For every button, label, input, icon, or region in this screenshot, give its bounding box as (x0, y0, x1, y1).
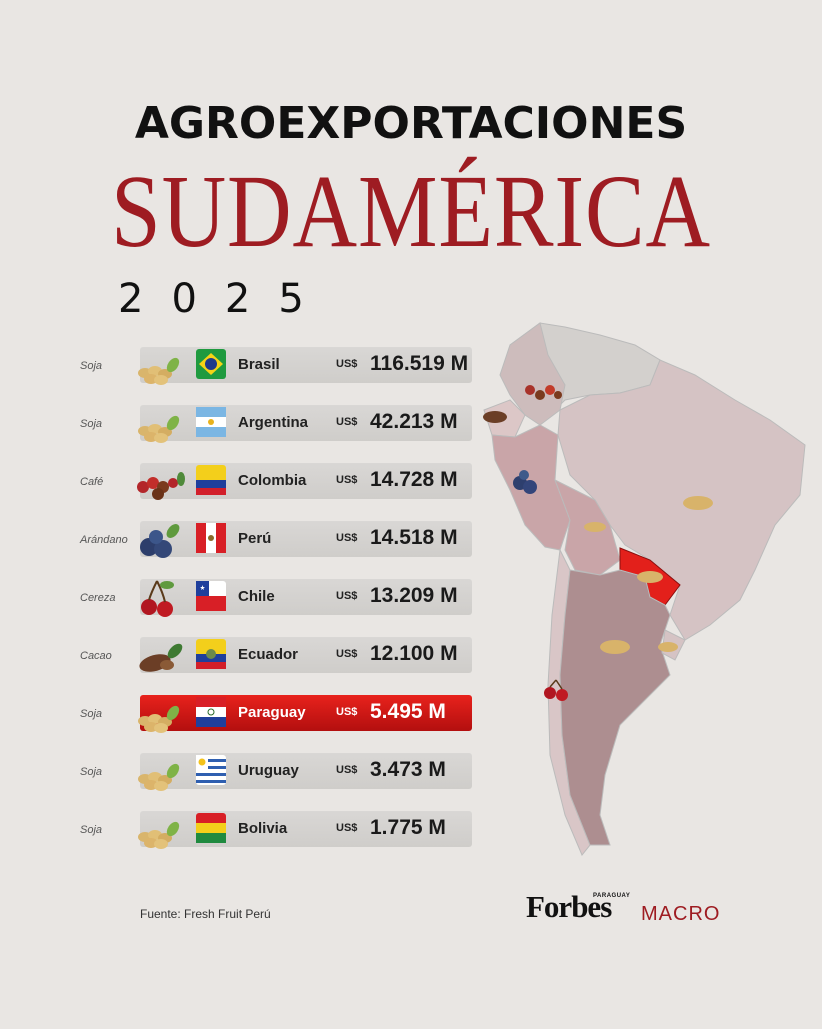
value-label: 5.495 M (370, 700, 446, 723)
value-label: 13.209 M (370, 584, 458, 607)
source-note: Fuente: Fresh Fruit Perú (140, 907, 271, 921)
value-label: 116.519 M (370, 352, 469, 375)
south-america-map (483, 322, 806, 856)
map-colombia (499, 322, 566, 426)
product-label: Café (80, 476, 104, 488)
product-label: Arándano (80, 534, 128, 546)
map-marker-soy-bolivia (584, 522, 606, 532)
currency-label: US$ (336, 358, 358, 370)
country-label: Argentina (238, 414, 309, 431)
bar (140, 463, 472, 499)
map-marker-cacao (483, 411, 507, 423)
currency-label: US$ (336, 590, 358, 602)
bar (140, 521, 472, 557)
country-label: Perú (238, 530, 272, 547)
bar (140, 579, 472, 615)
value-label: 14.728 M (370, 468, 458, 491)
currency-label: US$ (336, 822, 358, 834)
bar (140, 347, 472, 383)
flag-icon (196, 349, 226, 379)
title-year: 2025 (118, 276, 332, 322)
soybean-icon (138, 763, 180, 791)
country-label: Uruguay (238, 762, 299, 779)
bar-row: Soja Bolivia US$ 1.775 M (0, 811, 480, 849)
blueberry-icon (140, 524, 180, 558)
currency-label: US$ (336, 706, 358, 718)
flag-icon (196, 581, 226, 611)
map-marker-coffee (525, 385, 562, 400)
cherry-icon (141, 580, 174, 617)
map-marker-soy-uruguay (658, 642, 678, 652)
map-marker-soy-argentina (600, 640, 630, 654)
bar-row: Arándano Perú US$ 14.518 M (0, 521, 480, 558)
soybean-icon (138, 415, 180, 443)
product-label: Soja (80, 360, 103, 372)
bar-row: Soja Uruguay US$ 3.473 M (0, 753, 480, 791)
bar-row: Café Colombia US$ 14.728 M (0, 463, 480, 500)
map-marker-cherry (544, 679, 568, 701)
country-label: Brasil (238, 356, 280, 373)
bar-row: Cacao Ecuador US$ 12.100 M (0, 637, 480, 673)
country-label: Ecuador (238, 646, 299, 663)
map-argentina (559, 569, 671, 846)
product-label: Soja (80, 708, 103, 720)
flag-icon (196, 755, 226, 785)
macro-label: MACRO (641, 903, 721, 925)
country-label: Bolivia (238, 820, 288, 837)
value-label: 1.775 M (370, 816, 446, 839)
soybean-icon (138, 357, 180, 385)
product-label: Soja (80, 766, 103, 778)
forbes-edition: PARAGUAY (593, 893, 631, 899)
map-marker-soy-brazil (683, 496, 713, 510)
currency-label: US$ (336, 648, 358, 660)
country-label: Colombia (238, 472, 307, 489)
flag-icon (196, 465, 226, 495)
map-marker-blueberry (513, 470, 537, 494)
currency-label: US$ (336, 416, 358, 428)
product-label: Soja (80, 418, 103, 430)
bar (140, 695, 472, 731)
currency-label: US$ (336, 532, 358, 544)
flag-icon (196, 813, 226, 843)
currency-label: US$ (336, 764, 358, 776)
value-label: 12.100 M (370, 642, 458, 665)
bar (140, 753, 472, 789)
flag-icon (196, 523, 226, 553)
flag-icon (196, 639, 226, 669)
map-marker-soy-paraguay (637, 571, 663, 583)
product-label: Cereza (80, 592, 116, 604)
value-label: 3.473 M (370, 758, 446, 781)
coffee-icon (137, 472, 185, 500)
country-label: Paraguay (238, 704, 306, 721)
soybean-icon (138, 821, 180, 849)
flag-icon (196, 697, 226, 727)
bar (140, 811, 472, 847)
soybean-icon (138, 705, 180, 733)
cacao-icon (139, 643, 183, 672)
title-line-2: SUDAMÉRICA (111, 154, 711, 269)
value-label: 14.518 M (370, 526, 458, 549)
flag-icon (196, 407, 226, 437)
bar-row: Cereza Chile US$ 13.209 M (0, 579, 480, 617)
currency-label: US$ (336, 474, 358, 486)
forbes-logo: Forbes (526, 889, 612, 924)
bar-row: Soja Brasil US$ 116.519 M (0, 347, 480, 385)
title-line-1: AGROEXPORTACIONES (134, 98, 688, 149)
product-label: Soja (80, 824, 103, 836)
bar-row: Soja Argentina US$ 42.213 M (0, 405, 480, 443)
bar-row: Soja Paraguay US$ 5.495 M (0, 695, 480, 733)
value-label: 42.213 M (370, 410, 458, 433)
bar (140, 405, 472, 441)
bar (140, 637, 472, 673)
country-label: Chile (238, 588, 275, 605)
product-label: Cacao (80, 650, 112, 662)
